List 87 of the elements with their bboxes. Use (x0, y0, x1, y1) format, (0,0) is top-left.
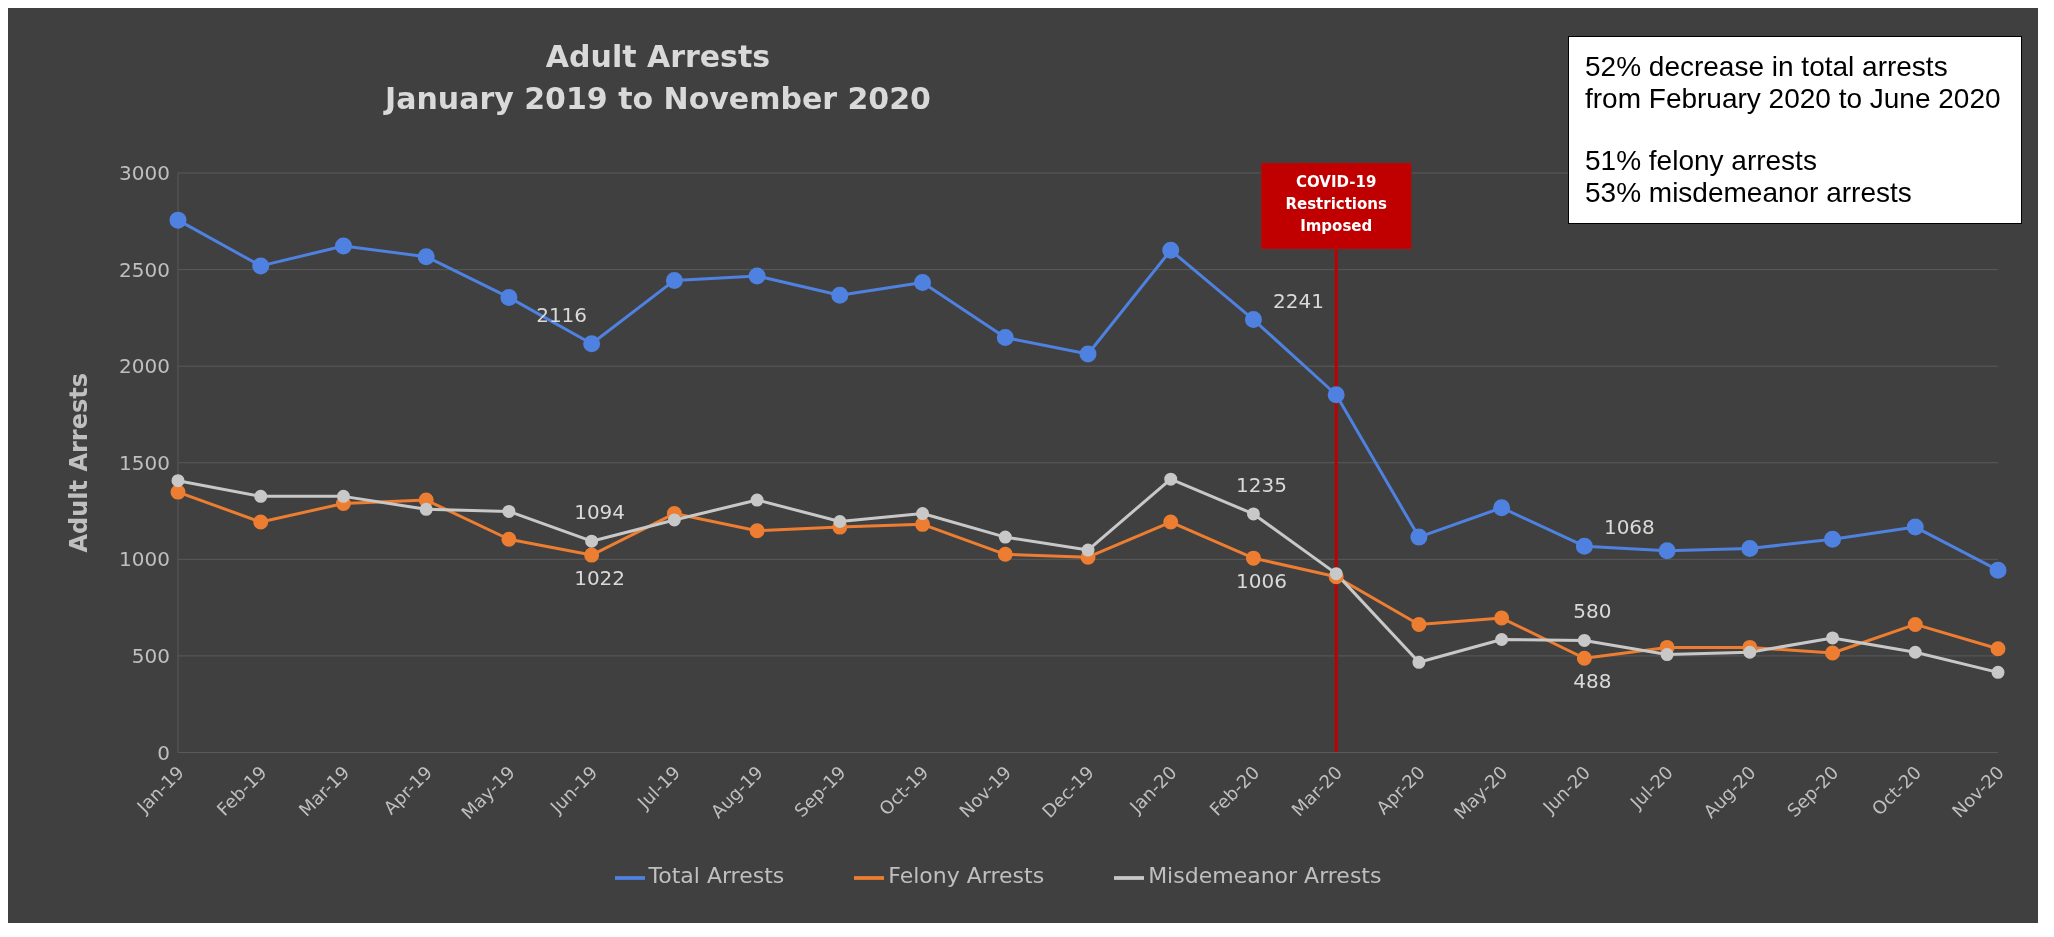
point (915, 516, 931, 532)
point (1577, 633, 1591, 647)
point (1079, 345, 1097, 363)
point (1826, 631, 1840, 645)
ref-line-label: COVID-19 Restrictions Imposed (1285, 173, 1387, 235)
point (1411, 616, 1427, 632)
y-tick-label: 3000 (119, 161, 170, 186)
point (1989, 561, 2007, 579)
data-label: 488 (1573, 669, 1612, 694)
point (667, 513, 681, 527)
point (1246, 507, 1260, 521)
point (996, 329, 1014, 347)
label-box: COVID-19 Restrictions Imposed (1260, 162, 1412, 250)
point (1906, 518, 1924, 536)
point (171, 474, 185, 488)
data-label: 1006 (1236, 569, 1287, 594)
text-box: 52% decrease in total arrests from February 2020 to June 2020 51% felony arrests 53% misdemeanor arrests (1568, 36, 2022, 224)
point (1493, 499, 1511, 517)
point (1660, 648, 1674, 662)
point (1575, 537, 1593, 555)
point (833, 514, 847, 528)
point (500, 288, 518, 306)
point (502, 504, 516, 518)
point (1410, 528, 1428, 546)
point (916, 507, 930, 521)
point (1244, 311, 1262, 329)
point (1412, 655, 1426, 669)
point (334, 237, 352, 255)
point (1741, 540, 1759, 558)
point (336, 489, 350, 503)
point (1576, 650, 1592, 666)
point (1494, 610, 1510, 626)
point (748, 267, 766, 285)
data-label: 1094 (574, 500, 626, 525)
point (1329, 567, 1343, 581)
annotation: 51% felony arrests 53% misdemeanor arrests (1585, 145, 1913, 209)
point (1162, 241, 1180, 259)
point (254, 489, 268, 503)
point (914, 274, 932, 292)
legend-label: Felony Arrests (888, 862, 1045, 888)
y-tick-label: 1500 (119, 450, 170, 475)
point (585, 534, 599, 548)
point (419, 502, 433, 516)
point (252, 257, 270, 275)
point (1824, 530, 1842, 548)
y-axis-title: Adult Arrests (544, 38, 772, 76)
y-tick-label: 1000 (119, 547, 170, 572)
point (1991, 665, 2005, 679)
point (1495, 633, 1509, 646)
point (1163, 514, 1179, 530)
legend-label: Total Arrests (648, 862, 785, 888)
y-tick-label: 0 (157, 740, 170, 765)
data-label: 2241 (1273, 288, 1324, 313)
y-tick-label: 2500 (119, 257, 170, 282)
point (1907, 616, 1923, 632)
point (1164, 472, 1178, 486)
point (1081, 543, 1095, 557)
point (417, 248, 435, 266)
point (169, 211, 187, 229)
point (749, 523, 765, 539)
data-label: 2116 (536, 302, 588, 327)
point (583, 335, 601, 353)
y-tick-label: 2000 (119, 354, 170, 379)
text: Adult Arrests (64, 373, 93, 553)
data-label: 1022 (574, 566, 626, 591)
point (1990, 641, 2006, 657)
point (665, 271, 683, 289)
legend-label: Misdemeanor Arrests (1148, 862, 1382, 888)
point (1658, 542, 1676, 560)
point (831, 286, 849, 304)
data-label: 580 (1573, 599, 1612, 624)
point (1743, 645, 1757, 659)
point (1327, 386, 1345, 404)
point (1245, 550, 1261, 566)
point (1825, 645, 1841, 661)
chart-subtitle: January 2019 to November 2020 (382, 80, 932, 118)
point (170, 484, 186, 500)
point (1908, 645, 1922, 659)
point (253, 514, 269, 530)
point (584, 547, 600, 563)
point (501, 531, 517, 547)
y-tick-label: 500 (131, 644, 170, 669)
data-label: 1068 (1603, 515, 1655, 540)
point (750, 493, 764, 507)
point (997, 546, 1013, 562)
point (998, 530, 1012, 544)
data-label: 1235 (1236, 472, 1287, 497)
